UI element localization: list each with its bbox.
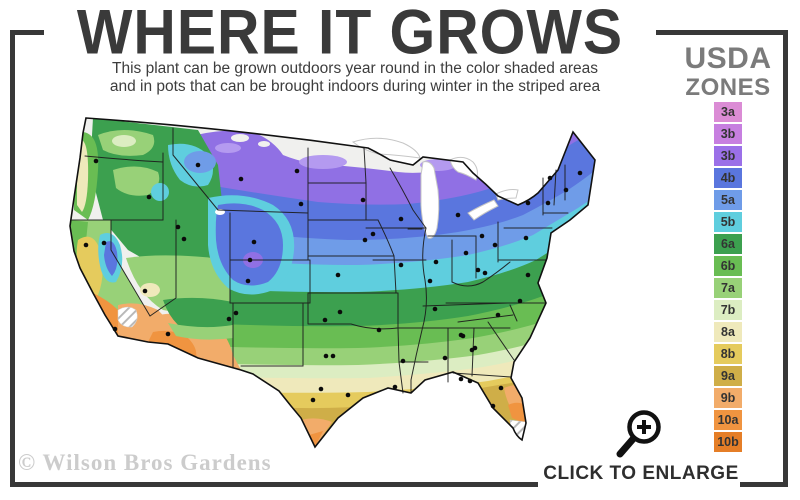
city-dot <box>165 331 171 337</box>
city-dot <box>142 288 148 294</box>
usda-heading-line2: ZONES <box>685 74 771 101</box>
legend-swatch-5b-5: 5b <box>714 212 742 232</box>
city-dot <box>495 312 501 318</box>
city-dot <box>442 355 448 361</box>
legend-swatch-3b-2: 3b <box>714 146 742 166</box>
state-borders <box>71 127 569 394</box>
legend-swatch-6b-7: 6b <box>714 256 742 276</box>
legend-swatch-8b-11: 8b <box>714 344 742 364</box>
city-dot <box>322 317 328 323</box>
city-dot <box>362 237 368 243</box>
city-dot <box>93 158 99 164</box>
subtitle-line-2: and in pots that can be brought indoors … <box>109 77 601 95</box>
frame-border-top-left <box>10 30 44 35</box>
city-dots <box>83 158 583 409</box>
city-dot <box>310 397 316 403</box>
city-dot <box>525 200 531 206</box>
city-dot <box>547 175 553 181</box>
city-dot <box>298 201 304 207</box>
city-dot <box>195 162 201 168</box>
city-dot <box>146 194 152 200</box>
city-dot <box>525 272 531 278</box>
city-dot <box>563 187 569 193</box>
page-title: WHERE IT GROWS <box>76 0 624 68</box>
city-dot <box>112 326 118 332</box>
frame-border-bottom-right <box>740 482 788 487</box>
legend-swatch-3a-0: 3a <box>714 102 742 122</box>
city-dot <box>226 316 232 322</box>
city-dot <box>181 236 187 242</box>
city-dot <box>458 376 464 382</box>
legend-swatch-10a-14: 10a <box>714 410 742 430</box>
city-dot <box>433 259 439 265</box>
city-dot <box>472 345 478 351</box>
city-dot <box>492 242 498 248</box>
city-dot <box>251 239 257 245</box>
legend-swatch-8a-10: 8a <box>714 322 742 342</box>
great-lakes <box>351 137 519 239</box>
city-dot <box>463 250 469 256</box>
city-dot <box>490 403 496 409</box>
city-dot <box>376 327 382 333</box>
city-dot <box>370 231 376 237</box>
legend-swatch-7b-9: 7b <box>714 300 742 320</box>
city-dot <box>345 392 351 398</box>
city-dot <box>545 200 551 206</box>
city-dot <box>479 233 485 239</box>
usda-zones-heading: USDA ZONES <box>668 44 788 100</box>
legend-swatch-3b-1: 3b <box>714 124 742 144</box>
city-dot <box>83 242 89 248</box>
city-dot <box>294 168 300 174</box>
legend-swatch-9b-13: 9b <box>714 388 742 408</box>
city-dot <box>238 176 244 182</box>
magnifier-plus-icon[interactable] <box>605 406 667 468</box>
legend-swatch-9a-12: 9a <box>714 366 742 386</box>
legend-swatch-4b-3: 4b <box>714 168 742 188</box>
city-dot <box>247 257 253 263</box>
city-dot <box>577 170 583 176</box>
usda-heading-line1: USDA <box>684 42 772 75</box>
legend-swatch-7a-8: 7a <box>714 278 742 298</box>
city-dot <box>398 262 404 268</box>
city-dot <box>245 278 251 284</box>
frame-border-bottom-left <box>10 482 538 487</box>
us-hardiness-zone-map[interactable] <box>68 110 672 462</box>
frame-border-left <box>10 30 15 487</box>
watermark: © Wilson Bros Gardens <box>18 450 272 475</box>
frame-border-top-right <box>656 30 788 35</box>
city-dot <box>427 278 433 284</box>
city-dot <box>517 298 523 304</box>
subtitle-line-1: This plant can be grown outdoors year ro… <box>112 60 598 77</box>
city-dot <box>523 235 529 241</box>
legend-swatch-5a-4: 5a <box>714 190 742 210</box>
legend-swatch-6a-6: 6a <box>714 234 742 254</box>
city-dot <box>392 384 398 390</box>
legend-swatch-10b-15: 10b <box>714 432 742 452</box>
city-dot <box>498 385 504 391</box>
city-dot <box>400 358 406 364</box>
city-dot <box>323 353 329 359</box>
click-to-enlarge-button[interactable]: CLICK TO ENLARGE <box>543 463 739 484</box>
city-dot <box>101 240 107 246</box>
city-dot <box>432 306 438 312</box>
city-dot <box>460 333 466 339</box>
city-dot <box>467 378 473 384</box>
legend-swatches: 3a 3b 3b 4b 5a 5b 6a 6b 7a 7b 8a 8b 9a 9b 10a 10b <box>714 102 742 454</box>
frame-border-right <box>783 30 788 487</box>
city-dot <box>330 353 336 359</box>
city-dot <box>233 310 239 316</box>
city-dot <box>318 386 324 392</box>
city-dot <box>175 224 181 230</box>
city-dot <box>455 212 461 218</box>
city-dot <box>360 197 366 203</box>
city-dot <box>482 270 488 276</box>
city-dot <box>475 267 481 273</box>
city-dot <box>337 309 343 315</box>
city-dot <box>335 272 341 278</box>
subtitle: This plant can be grown outdoors year ro… <box>55 60 655 95</box>
zone-bands <box>70 118 595 447</box>
city-dot <box>398 216 404 222</box>
